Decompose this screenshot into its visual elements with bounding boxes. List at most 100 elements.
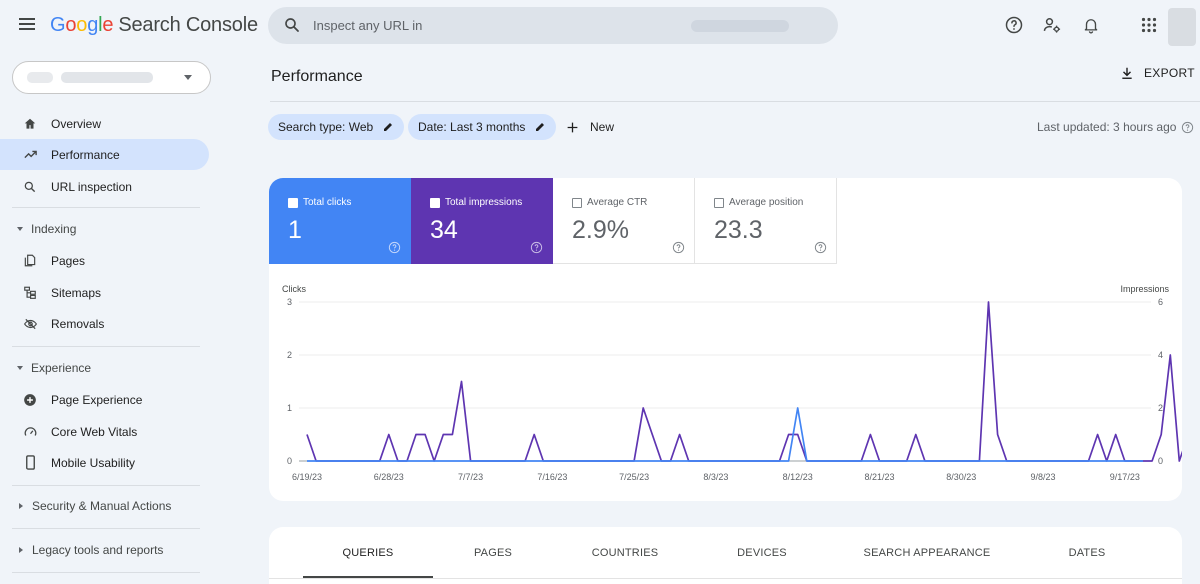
help-icon[interactable] [388,241,401,254]
property-name-redacted [61,72,153,83]
header-divider [270,101,1200,102]
sidebar-divider [12,207,200,208]
section-label: Indexing [31,222,77,236]
x-tick-label: 7/25/23 [619,472,649,482]
tab-countries[interactable]: COUNTRIES [591,547,659,559]
sidebar-item-label: URL inspection [51,179,132,194]
metric-value: 2.9% [572,216,629,244]
export-button[interactable]: EXPORT [1120,66,1195,80]
x-tick-label: 8/30/23 [946,472,976,482]
help-icon[interactable] [1003,14,1025,36]
sitemap-icon [22,285,38,301]
dropdown-caret-icon [184,75,192,80]
last-updated-status: Last updated: 3 hours ago [1037,120,1194,134]
download-icon [1122,67,1132,79]
search-icon [22,179,38,195]
metric-value: 34 [430,216,458,244]
metric-average-ctr[interactable]: Average CTR 2.9% [553,178,695,264]
sidebar-item-label: Page Experience [51,392,143,407]
sidebar-section-indexing[interactable]: Indexing [0,219,200,239]
url-inspect-search[interactable]: Inspect any URL in [268,7,838,44]
sidebar-divider [12,572,200,573]
metric-average-position[interactable]: Average position 23.3 [695,178,837,264]
metric-label: Total clicks [303,197,352,208]
y-left-axis-label: Clicks [282,284,306,294]
y-right-tick-label: 0 [1158,456,1163,466]
chip-label: Search type: Web [278,120,374,134]
new-filter-button[interactable]: New [566,115,614,139]
edit-pencil-icon [384,123,393,131]
account-avatar[interactable] [1168,8,1196,46]
metric-total-clicks[interactable]: Total clicks 1 [269,178,411,264]
edit-pencil-icon [536,123,545,131]
sidebar-item-pages[interactable]: Pages [0,245,209,276]
tabs-divider [269,578,1182,579]
export-label: EXPORT [1144,66,1195,80]
performance-chart[interactable]: Clicks Impressions 0 1 2 3 0 2 4 6 6/19/23 6/28/23 7… [269,278,1182,488]
product-name: Search Console [118,14,258,36]
checkbox-checked-icon[interactable] [288,197,298,208]
y-right-axis-label: Impressions [1120,284,1169,294]
help-icon[interactable] [672,241,685,254]
notifications-bell-icon[interactable] [1080,14,1102,36]
tab-pages[interactable]: PAGES [473,547,513,559]
performance-card: Total clicks 1 Total impressions 34 Aver… [269,178,1182,501]
help-icon[interactable] [1181,121,1194,134]
metric-label-row: Total impressions [430,197,522,208]
tab-dates[interactable]: DATES [1068,547,1106,559]
sidebar-section-legacy-tools[interactable]: Legacy tools and reports [0,540,200,560]
tab-devices[interactable]: DEVICES [737,547,787,559]
sidebar-divider [12,485,200,486]
metric-label: Average position [729,197,804,208]
y-left-tick-label: 0 [287,456,292,466]
sidebar-item-label: Removals [51,316,105,331]
sidebar-item-mobile-usability[interactable]: Mobile Usability [0,447,209,478]
sidebar-item-removals[interactable]: Removals [0,308,209,339]
sidebar-item-page-experience[interactable]: Page Experience [0,384,209,415]
help-icon[interactable] [814,241,827,254]
account-settings-icon[interactable] [1041,14,1063,36]
metric-total-impressions[interactable]: Total impressions 34 [411,178,553,264]
sidebar-section-experience[interactable]: Experience [0,358,200,378]
filter-chip-search-type[interactable]: Search type: Web [268,114,405,140]
checkbox-unchecked-icon[interactable] [714,197,724,208]
checkbox-checked-icon[interactable] [430,197,440,208]
chip-label: Date: Last 3 months [418,120,526,134]
y-right-tick-label: 6 [1158,297,1163,307]
sidebar-item-core-web-vitals[interactable]: Core Web Vitals [0,416,209,447]
home-icon [22,116,38,132]
sidebar-item-url-inspection[interactable]: URL inspection [0,171,209,202]
metric-label-row: Total clicks [288,197,351,208]
tab-search-appearance[interactable]: SEARCH APPEARANCE [863,547,991,559]
sidebar-item-overview[interactable]: Overview [0,108,209,139]
metric-label: Total impressions [445,197,523,208]
property-favicon [27,72,53,83]
new-label: New [590,120,615,134]
x-tick-label: 7/7/23 [458,472,483,482]
tab-queries[interactable]: QUERIES [342,547,394,559]
checkbox-unchecked-icon[interactable] [572,197,582,208]
property-selector[interactable] [12,61,211,94]
x-tick-label: 8/3/23 [703,472,728,482]
y-left-tick-label: 3 [287,297,292,307]
sidebar-item-label: Sitemaps [51,285,102,300]
y-right-tick-label: 4 [1158,350,1163,360]
x-tick-label: 9/8/23 [1031,472,1056,482]
sidebar-item-sitemaps[interactable]: Sitemaps [0,277,209,308]
section-label: Legacy tools and reports [32,543,164,557]
sidebar-section-security[interactable]: Security & Manual Actions [0,496,200,516]
search-icon [285,18,299,32]
expand-arrow-icon [19,503,23,509]
search-console-logo[interactable]: Google Search Console [50,14,258,36]
sidebar-item-performance[interactable]: Performance [0,139,209,170]
main-menu-icon[interactable] [18,14,38,36]
expand-arrow-icon [19,547,23,553]
help-icon[interactable] [530,241,543,254]
redacted-property [691,20,789,32]
sidebar-divider [12,346,200,347]
sidebar-item-label: Pages [51,253,86,268]
apps-grid-icon[interactable] [1138,14,1160,36]
filter-chip-date[interactable]: Date: Last 3 months [408,114,557,140]
x-tick-label: 6/19/23 [292,472,322,482]
y-left-tick-label: 1 [287,403,292,413]
